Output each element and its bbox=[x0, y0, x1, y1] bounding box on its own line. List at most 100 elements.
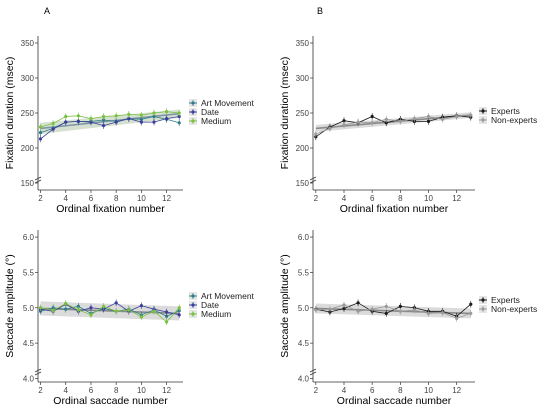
data-point bbox=[89, 117, 93, 121]
y-axis-label: Saccade amplitude (°) bbox=[4, 254, 16, 357]
data-point bbox=[370, 307, 374, 311]
legend-label: Date bbox=[201, 300, 219, 310]
legend-marker bbox=[481, 298, 485, 302]
x-axis-label: Ordinal saccade number bbox=[53, 395, 168, 407]
series-line bbox=[315, 304, 471, 319]
y-tick-label: 200 bbox=[21, 144, 35, 153]
data-point bbox=[469, 311, 473, 316]
x-axis-label: Ordinal fixation number bbox=[340, 203, 449, 215]
data-point bbox=[426, 114, 431, 119]
series-line bbox=[315, 114, 471, 135]
y-tick-label: 5.5 bbox=[298, 268, 310, 277]
data-point bbox=[177, 114, 181, 119]
legend-item: Medium bbox=[189, 116, 231, 126]
data-point bbox=[342, 303, 346, 307]
y-tick-label: 300 bbox=[21, 74, 35, 83]
data-point bbox=[76, 308, 80, 312]
y-tick-label: 5.0 bbox=[298, 304, 310, 313]
data-point bbox=[152, 114, 156, 119]
x-tick-label: 4 bbox=[342, 194, 347, 203]
data-point bbox=[328, 307, 332, 311]
data-point bbox=[314, 308, 318, 312]
data-point bbox=[426, 119, 431, 123]
data-point bbox=[51, 121, 55, 126]
data-point bbox=[370, 114, 374, 119]
x-tick-label: 12 bbox=[452, 386, 461, 395]
legend-label: Date bbox=[201, 107, 219, 117]
x-tick-label: 2 bbox=[38, 386, 43, 395]
x-tick-label: 6 bbox=[89, 386, 94, 395]
legend-marker bbox=[481, 307, 485, 311]
y-tick-label: 350 bbox=[21, 39, 35, 48]
legend-marker bbox=[191, 303, 195, 307]
y-tick-label: 200 bbox=[296, 144, 310, 153]
data-point bbox=[441, 311, 445, 315]
data-point bbox=[101, 304, 106, 308]
x-tick-label: 4 bbox=[64, 194, 69, 203]
y-tick-label: 5.5 bbox=[23, 268, 35, 277]
data-point bbox=[127, 117, 131, 121]
data-point bbox=[38, 137, 43, 141]
data-point bbox=[384, 304, 388, 308]
y-axis-label: Fixation duration (msec) bbox=[4, 57, 16, 170]
data-point bbox=[64, 120, 68, 124]
data-point bbox=[139, 113, 143, 117]
data-point bbox=[384, 121, 388, 125]
legend-marker bbox=[191, 110, 195, 114]
data-point bbox=[114, 301, 118, 305]
data-point bbox=[342, 119, 346, 123]
data-point bbox=[177, 306, 181, 310]
data-point bbox=[64, 114, 68, 119]
x-axis-label: Ordinal saccade number bbox=[337, 395, 452, 407]
data-point bbox=[165, 314, 169, 318]
y-tick-label: 6.0 bbox=[23, 233, 35, 242]
legend-item: Date bbox=[189, 300, 219, 310]
data-point bbox=[76, 304, 80, 308]
y-tick-label: 5.0 bbox=[23, 304, 35, 313]
series-date bbox=[38, 113, 181, 143]
data-point bbox=[356, 301, 360, 305]
data-point bbox=[384, 311, 388, 316]
y-tick-label: 350 bbox=[296, 39, 310, 48]
data-point bbox=[139, 120, 143, 124]
data-point bbox=[426, 311, 431, 316]
data-point bbox=[76, 119, 80, 123]
x-tick-label: 2 bbox=[314, 386, 319, 395]
legend-item: Art Movement bbox=[189, 291, 255, 301]
data-point bbox=[469, 302, 473, 306]
series-line bbox=[40, 302, 180, 316]
data-point bbox=[38, 125, 43, 129]
series-line bbox=[40, 303, 180, 323]
y-tick-label: 4.5 bbox=[23, 339, 35, 348]
x-tick-label: 2 bbox=[314, 194, 319, 203]
x-tick-label: 8 bbox=[114, 194, 119, 203]
legend-label: Medium bbox=[201, 116, 231, 126]
x-tick-label: 4 bbox=[342, 386, 347, 395]
data-point bbox=[177, 111, 181, 115]
x-tick-label: 6 bbox=[370, 386, 375, 395]
x-tick-label: 10 bbox=[424, 386, 433, 395]
legend-label: Art Movement bbox=[201, 98, 255, 108]
x-tick-label: 2 bbox=[38, 194, 43, 203]
legend-item: Non-experts bbox=[479, 304, 537, 314]
data-point bbox=[314, 132, 318, 136]
legend-marker bbox=[191, 312, 195, 316]
series-line bbox=[40, 116, 180, 140]
legend-marker bbox=[191, 101, 195, 105]
data-point bbox=[398, 119, 402, 123]
data-point bbox=[165, 117, 169, 121]
data-point bbox=[127, 308, 131, 312]
y-axis-label: Fixation duration (msec) bbox=[279, 57, 291, 170]
y-tick-label: 250 bbox=[296, 109, 310, 118]
legend-marker bbox=[481, 109, 485, 113]
x-tick-label: 12 bbox=[162, 386, 171, 395]
legend-item: Art Movement bbox=[189, 98, 255, 108]
y-tick-label: 4.0 bbox=[298, 374, 310, 383]
data-point bbox=[455, 114, 459, 119]
series-line bbox=[315, 115, 471, 138]
x-axis-label: Ordinal fixation number bbox=[56, 203, 165, 215]
data-point bbox=[384, 117, 388, 121]
data-point bbox=[51, 127, 55, 131]
